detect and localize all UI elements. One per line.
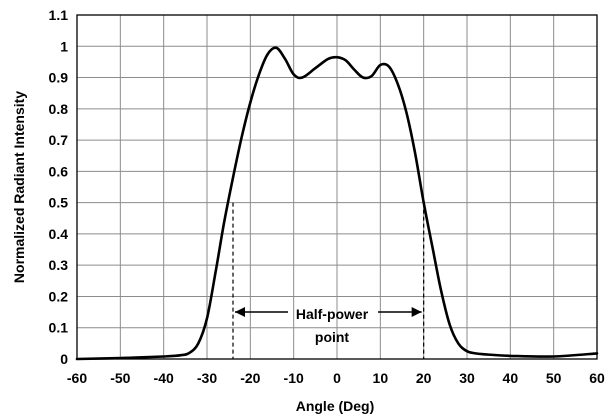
x-tick-label: -20 xyxy=(240,370,260,386)
y-tick-labels: 0 0.1 0.2 0.3 0.4 0.5 0.6 0.7 0.8 0.9 1 1.1 xyxy=(49,7,69,367)
y-tick-label: 0.5 xyxy=(49,195,69,211)
half-power-annotation: Half-power point xyxy=(296,306,369,345)
y-tick-label: 1.1 xyxy=(49,7,69,23)
x-tick-label: 60 xyxy=(589,370,605,386)
plot-frame xyxy=(76,14,598,360)
y-tick-label: 0.9 xyxy=(49,70,69,86)
annotation-line-2: point xyxy=(315,329,350,345)
y-axis-label: Normalized Radiant Intensity xyxy=(11,91,27,283)
left-arrow-head xyxy=(235,307,245,317)
x-tick-label: -30 xyxy=(197,370,217,386)
y-tick-label: 0.8 xyxy=(49,101,69,117)
x-tick-label: 10 xyxy=(373,370,389,386)
annotation-line-1: Half-power xyxy=(296,306,369,322)
x-tick-label: -10 xyxy=(284,370,304,386)
y-tick-label: 0.7 xyxy=(49,132,69,148)
y-tick-label: 0 xyxy=(60,351,68,367)
half-power-markers xyxy=(232,202,425,359)
x-tick-label: 20 xyxy=(416,370,432,386)
y-tick-label: 1 xyxy=(60,38,68,54)
right-arrow-head xyxy=(411,307,422,317)
y-tick-label: 0.2 xyxy=(49,288,69,304)
x-tick-label: 40 xyxy=(503,370,519,386)
x-axis-label: Angle (Deg) xyxy=(296,398,375,414)
intensity-curve xyxy=(75,46,599,361)
y-tick-label: 0.4 xyxy=(49,226,69,242)
y-tick-label: 0.3 xyxy=(49,257,69,273)
x-tick-label: -60 xyxy=(67,370,87,386)
y-tick-label: 0.6 xyxy=(49,163,69,179)
x-tick-label: -50 xyxy=(110,370,130,386)
x-tick-label: 30 xyxy=(459,370,475,386)
x-tick-label: 0 xyxy=(333,370,341,386)
x-tick-label: -40 xyxy=(154,370,174,386)
x-tick-labels: -60 -50 -40 -30 -20 -10 0 10 20 30 40 50 60 xyxy=(67,370,605,386)
x-tick-label: 50 xyxy=(546,370,562,386)
y-tick-label: 0.1 xyxy=(49,320,69,336)
